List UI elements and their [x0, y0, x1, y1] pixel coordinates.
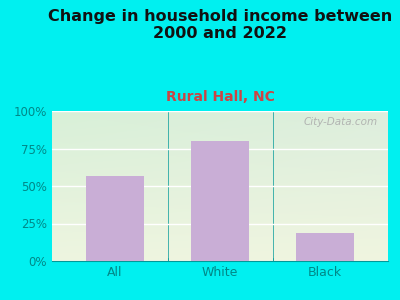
- Text: Change in household income between
2000 and 2022: Change in household income between 2000 …: [48, 9, 392, 41]
- Bar: [191, 141, 249, 261]
- Text: City-Data.com: City-Data.com: [304, 117, 378, 127]
- Bar: [296, 232, 354, 261]
- Text: Rural Hall, NC: Rural Hall, NC: [166, 90, 274, 104]
- Bar: [86, 176, 144, 261]
